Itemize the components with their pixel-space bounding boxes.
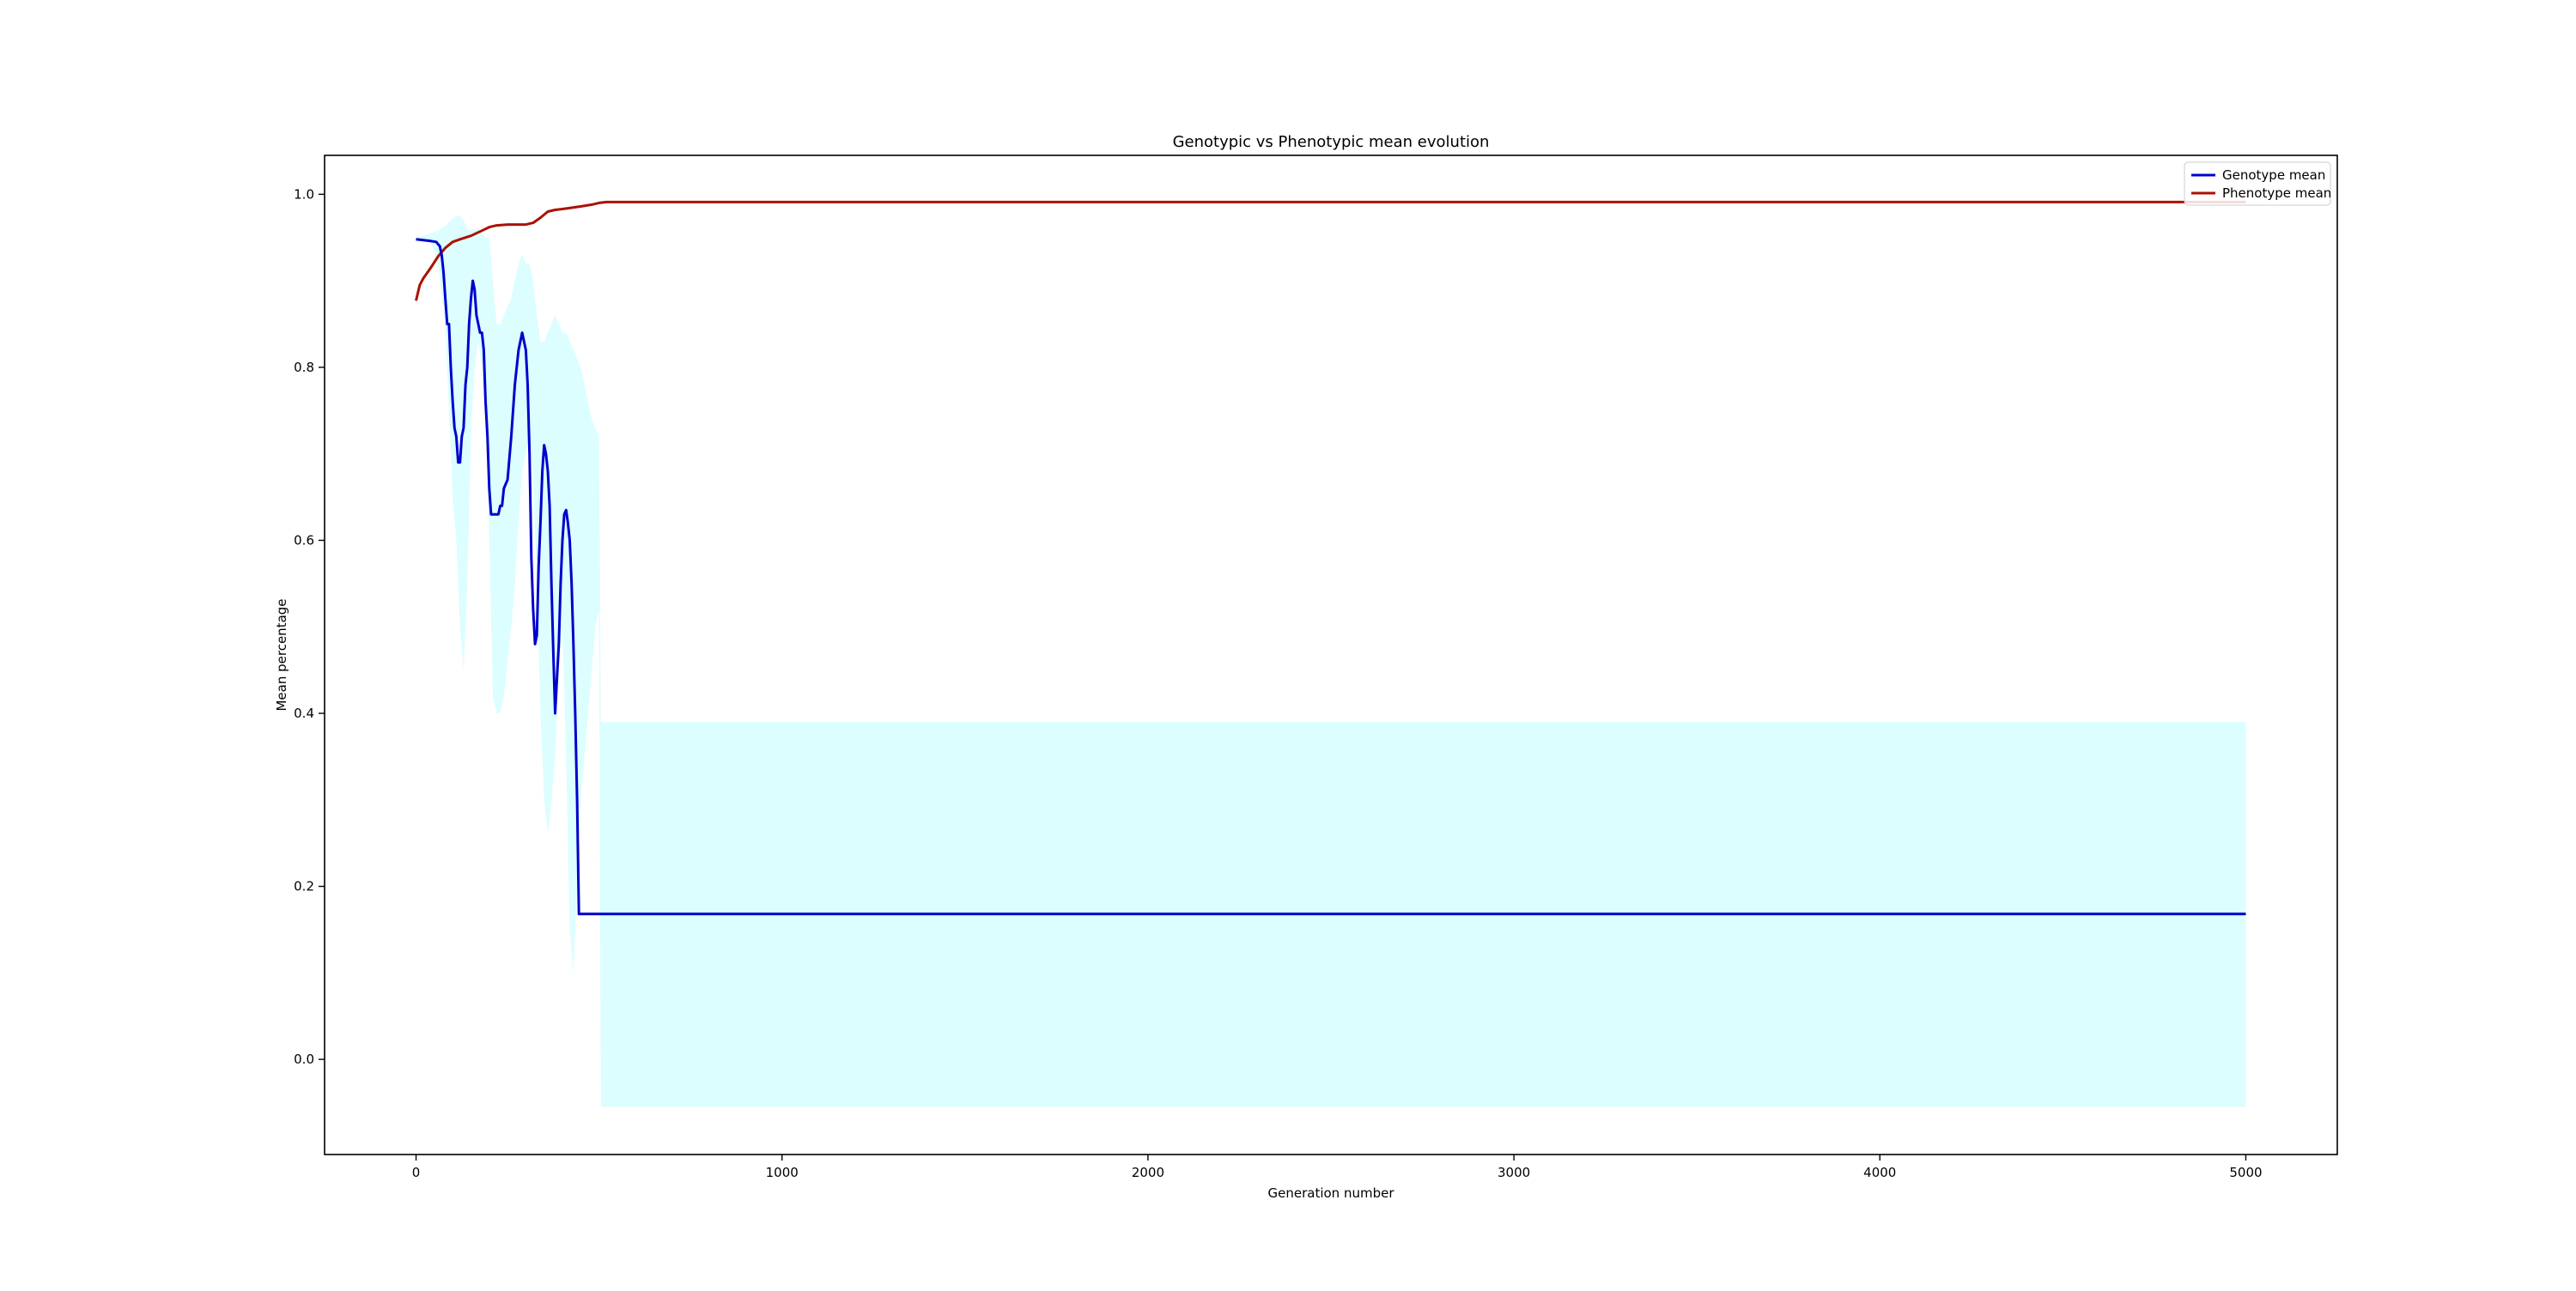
y-tick-label: 0.6	[294, 532, 314, 548]
y-tick-label: 1.0	[294, 186, 314, 202]
series-layer	[415, 200, 2246, 916]
x-tick-label: 3000	[1498, 1165, 1530, 1180]
genotype-std-band	[416, 215, 2246, 1107]
y-tick-label: 0.0	[294, 1052, 314, 1067]
x-tick-label: 2000	[1132, 1165, 1164, 1180]
legend-label-genotype: Genotype mean	[2222, 167, 2325, 183]
legend-label-phenotype: Phenotype mean	[2222, 185, 2331, 201]
x-tick-label: 5000	[2229, 1165, 2262, 1180]
x-tick-label: 1000	[766, 1165, 799, 1180]
y-tick-label: 0.2	[294, 879, 314, 894]
phenotype-mean-line	[415, 200, 2246, 301]
axes-frame	[324, 155, 2338, 1155]
x-tick-label: 0	[412, 1165, 421, 1180]
y-tick-label: 0.4	[294, 706, 314, 721]
chart-title: Genotypic vs Phenotypic mean evolution	[1173, 133, 1490, 151]
x-axis-label: Generation number	[1268, 1185, 1395, 1201]
legend: Genotype mean Phenotype mean	[2184, 161, 2331, 206]
y-axis-label: Mean percentage	[274, 598, 289, 711]
genotype-mean-line	[416, 238, 2246, 916]
x-tick-label: 4000	[1863, 1165, 1896, 1180]
legend-box	[2184, 161, 2331, 206]
y-axis: 0.0 0.2 0.4 0.6 0.8 1.0	[294, 186, 325, 1067]
confidence-band-layer	[416, 215, 2246, 1107]
y-tick-label: 0.8	[294, 360, 314, 375]
x-axis: 0 1000 2000 3000 4000 5000	[412, 1155, 2263, 1180]
